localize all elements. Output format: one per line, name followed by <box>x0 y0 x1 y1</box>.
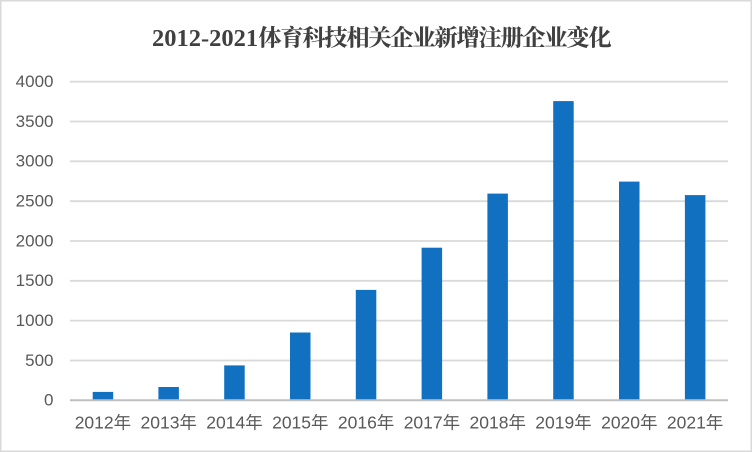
svg-text:1000: 1000 <box>16 311 54 330</box>
svg-text:2019: 2019 <box>535 413 574 433</box>
svg-text:0: 0 <box>44 391 53 410</box>
svg-text:500: 500 <box>25 351 53 370</box>
svg-text:2012-2021: 2012-2021 <box>152 25 258 52</box>
svg-text:2015: 2015 <box>272 413 311 433</box>
svg-text:3500: 3500 <box>16 112 54 131</box>
svg-text:2000: 2000 <box>16 231 54 250</box>
svg-text:2500: 2500 <box>16 192 54 211</box>
svg-text:2021: 2021 <box>667 413 706 433</box>
svg-text:1500: 1500 <box>16 271 54 290</box>
svg-text:2018: 2018 <box>470 413 509 433</box>
svg-text:2020: 2020 <box>601 413 640 433</box>
svg-text:2013: 2013 <box>141 413 180 433</box>
svg-text:3000: 3000 <box>16 152 54 171</box>
svg-text:4000: 4000 <box>16 72 54 91</box>
svg-text:2014: 2014 <box>206 413 245 433</box>
svg-text:2016: 2016 <box>338 413 377 433</box>
svg-text:2017: 2017 <box>404 413 443 433</box>
svg-text:2012: 2012 <box>75 413 114 433</box>
